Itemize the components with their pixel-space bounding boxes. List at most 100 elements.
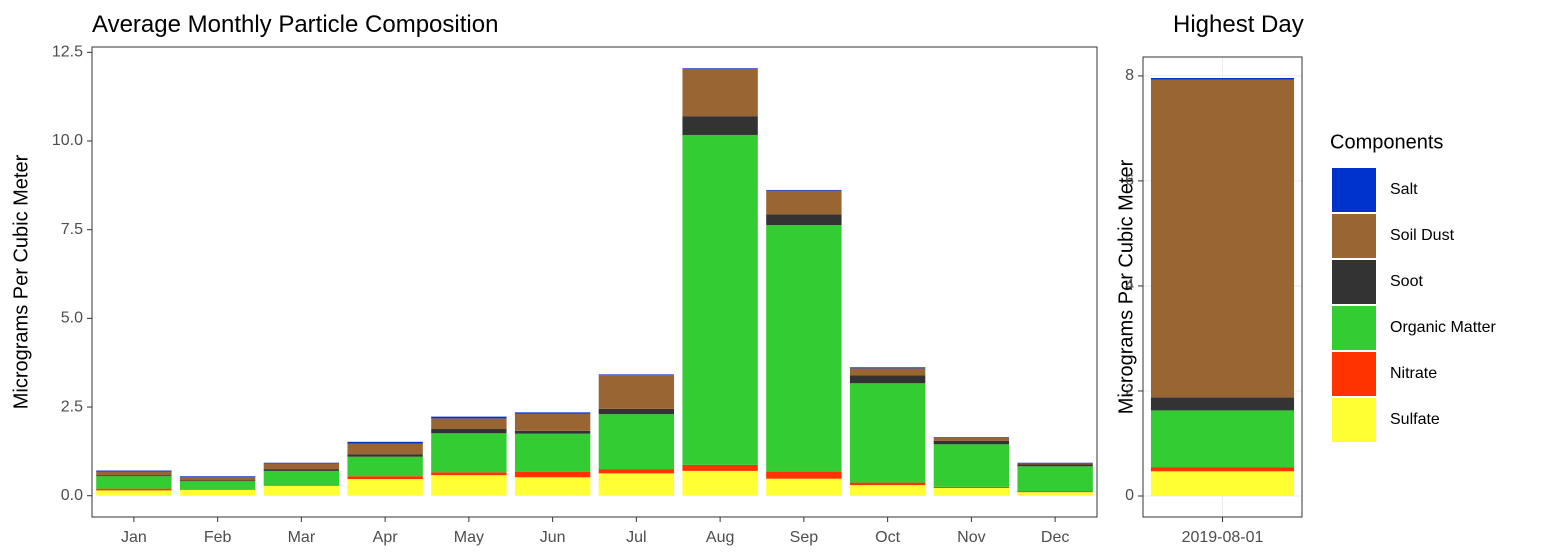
legend-swatch — [1332, 398, 1376, 442]
bar-segment — [1017, 466, 1093, 492]
bar-segment — [514, 412, 591, 414]
legend-swatch — [1332, 168, 1376, 212]
y-tick-label: 0.0 — [61, 487, 83, 504]
bar-segment — [933, 487, 1010, 496]
legend-label: Soil Dust — [1390, 227, 1455, 244]
bar-segment — [263, 462, 340, 464]
x-tick-label: May — [454, 529, 484, 546]
bar-segment — [96, 476, 172, 489]
bar-segment — [514, 477, 591, 496]
bar-segment — [1150, 397, 1295, 411]
legend-title: Components — [1330, 131, 1443, 153]
legend-swatch — [1332, 214, 1376, 258]
y-tick-label: 2.5 — [61, 398, 83, 415]
x-tick-label: Nov — [957, 529, 985, 546]
y-tick-label: 12.5 — [52, 44, 83, 61]
bar-segment — [598, 375, 675, 409]
y-tick-label: 2 — [1125, 382, 1134, 399]
bar-segment — [431, 475, 507, 496]
bar-segment — [598, 374, 675, 376]
x-tick-label: Mar — [288, 529, 316, 546]
bar-segment — [598, 473, 675, 496]
chart-title: Highest Day — [1173, 11, 1304, 38]
bar-segment — [766, 214, 842, 226]
y-tick-label: 5.0 — [61, 310, 83, 327]
bar-segment — [514, 433, 591, 472]
x-tick-label: 2019-08-01 — [1182, 529, 1264, 546]
legend-swatch — [1332, 260, 1376, 304]
bar-segment — [263, 469, 340, 471]
bar-segment — [1017, 463, 1093, 465]
bar-segment — [347, 443, 423, 455]
bar-segment — [933, 437, 1010, 441]
bar-segment — [849, 375, 926, 384]
bar-segment — [682, 116, 758, 135]
bar-segment — [96, 475, 172, 477]
bar-segment — [431, 433, 507, 473]
y-tick-label: 0 — [1125, 487, 1134, 504]
chart-title: Average Monthly Particle Composition — [92, 11, 498, 38]
bar-segment — [514, 413, 591, 431]
bar-segment — [766, 471, 842, 479]
y-tick-label: 10.0 — [52, 132, 83, 149]
bar-segment — [1017, 492, 1093, 496]
bar-segment — [682, 134, 758, 465]
y-axis-label: Micrograms Per Cubic Meter — [1115, 159, 1137, 414]
bar-segment — [933, 440, 1010, 445]
bar-segment — [849, 485, 926, 496]
bar-segment — [766, 190, 842, 215]
bar-segment — [1150, 78, 1295, 80]
y-tick-label: 8 — [1125, 67, 1134, 84]
bar-segment — [1150, 471, 1295, 496]
bar-segment — [682, 68, 758, 69]
y-tick-label: 7.5 — [61, 221, 83, 238]
bar-segment — [598, 408, 675, 415]
bar-segment — [682, 464, 758, 471]
bar-segment — [849, 383, 926, 483]
bar-segment — [263, 485, 340, 496]
bar-segment — [96, 490, 172, 496]
x-tick-label: Aug — [706, 529, 734, 546]
bar-segment — [179, 480, 256, 482]
bar-segment — [179, 489, 256, 496]
y-tick-label: 4 — [1125, 277, 1134, 294]
bar-segment — [1150, 79, 1295, 398]
legend-label: Salt — [1390, 181, 1418, 198]
bar-segment — [263, 470, 340, 486]
bar-segment — [263, 463, 340, 470]
legend-label: Nitrate — [1390, 365, 1437, 382]
bar-segment — [682, 68, 758, 117]
bar-segment — [347, 456, 423, 477]
bar-segment — [96, 471, 172, 476]
bar-segment — [933, 437, 1010, 438]
legend-label: Organic Matter — [1390, 319, 1496, 336]
bar-segment — [514, 471, 591, 478]
bar-segment — [179, 481, 256, 489]
legend-label: Soot — [1390, 273, 1423, 290]
bar-segment — [431, 429, 507, 434]
bar-segment — [1017, 464, 1093, 467]
bar-segment — [766, 189, 842, 191]
bar-segment — [179, 476, 256, 477]
bar-segment — [849, 367, 926, 369]
x-tick-label: Jun — [540, 529, 566, 546]
bar-segment — [96, 488, 172, 491]
x-tick-label: Apr — [373, 529, 399, 546]
bar-segment — [1017, 462, 1093, 464]
bar-segment — [598, 469, 675, 474]
bar-segment — [933, 486, 1010, 488]
bar-segment — [96, 470, 172, 472]
bar-segment — [179, 488, 256, 490]
x-tick-label: Sep — [790, 529, 819, 546]
bar-segment — [431, 472, 507, 476]
bar-segment — [598, 414, 675, 470]
x-tick-label: Dec — [1041, 529, 1069, 546]
panel-border — [1142, 56, 1303, 518]
x-tick-label: Oct — [875, 529, 900, 546]
bar-segment — [933, 444, 1010, 487]
bar-segment — [766, 225, 842, 472]
x-tick-label: Jul — [626, 529, 646, 546]
panel-border — [91, 46, 1098, 518]
y-tick-label: 6 — [1125, 172, 1134, 189]
